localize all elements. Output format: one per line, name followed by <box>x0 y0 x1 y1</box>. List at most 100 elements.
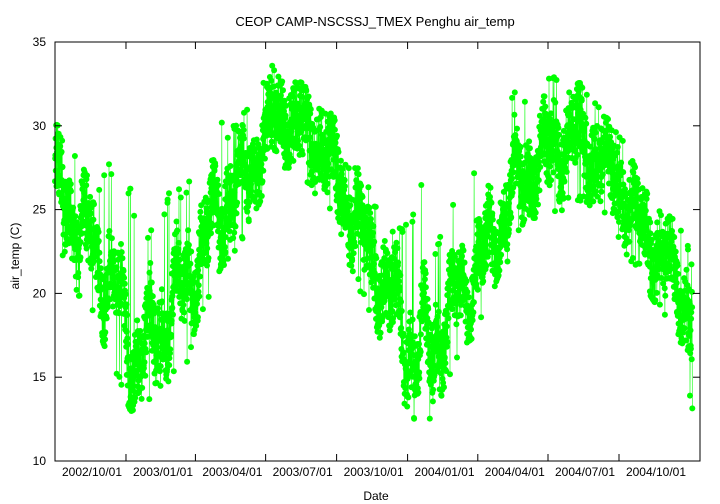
data-point <box>331 126 338 133</box>
data-point <box>102 336 109 343</box>
data-point <box>400 349 407 356</box>
data-point <box>565 194 572 201</box>
data-point <box>630 169 637 176</box>
data-point <box>601 209 608 216</box>
data-point <box>592 129 599 136</box>
data-point <box>164 196 171 203</box>
data-point <box>688 288 695 295</box>
data-point <box>216 219 223 225</box>
data-point <box>161 211 168 218</box>
data-point <box>128 365 135 372</box>
data-point <box>373 255 380 262</box>
data-point <box>398 325 405 331</box>
data-point <box>450 201 457 208</box>
data-point <box>281 97 288 104</box>
data-point <box>541 93 548 100</box>
data-point <box>273 89 279 96</box>
data-point <box>614 144 621 150</box>
y-tick-label: 15 <box>33 370 47 384</box>
data-point <box>187 260 194 267</box>
data-point <box>615 208 622 215</box>
data-point <box>162 337 169 344</box>
data-point <box>253 136 260 143</box>
data-point <box>395 278 402 285</box>
data-point <box>384 250 391 257</box>
data-point <box>290 93 296 100</box>
data-point <box>688 356 695 363</box>
y-tick-label: 35 <box>33 35 47 49</box>
data-point <box>687 327 694 334</box>
data-point <box>104 304 111 311</box>
data-point <box>526 138 533 145</box>
data-point <box>508 175 515 182</box>
data-point <box>121 274 128 281</box>
data-point <box>221 209 228 216</box>
data-point <box>224 195 231 202</box>
x-axis: 2002/10/01 2003/01/01 2003/04/01 2003/07/01… <box>54 42 686 479</box>
data-point <box>258 193 265 199</box>
data-point <box>55 172 62 179</box>
data-point <box>430 386 437 393</box>
data-point <box>398 298 404 305</box>
data-point <box>231 247 238 254</box>
data-point <box>257 198 264 205</box>
data-point <box>149 293 156 300</box>
data-point <box>239 235 246 242</box>
data-point <box>470 309 477 316</box>
data-point <box>106 296 113 303</box>
data-point <box>560 194 567 201</box>
data-point <box>331 117 338 124</box>
data-point <box>416 369 423 376</box>
data-point <box>432 251 439 257</box>
data-point <box>614 214 621 221</box>
data-point <box>134 358 141 365</box>
data-point <box>71 153 78 159</box>
data-point <box>181 255 188 262</box>
data-point <box>396 314 403 321</box>
data-point <box>680 329 686 336</box>
data-point <box>614 149 621 156</box>
data-point <box>432 301 439 308</box>
data-point <box>421 259 428 266</box>
data-point <box>103 315 110 322</box>
data-point <box>188 344 194 351</box>
data-point <box>399 229 406 235</box>
data-point <box>279 78 286 85</box>
data-point <box>129 380 136 386</box>
data-point <box>149 347 156 354</box>
data-point <box>419 318 426 325</box>
data-point <box>491 283 498 290</box>
data-point <box>137 328 144 334</box>
data-point <box>622 186 628 193</box>
data-point <box>567 111 573 118</box>
data-point <box>511 89 518 96</box>
data-point <box>597 198 604 205</box>
data-point <box>95 238 102 244</box>
data-point <box>123 301 130 308</box>
data-point <box>131 212 138 219</box>
data-point <box>277 92 284 99</box>
data-point <box>229 177 236 184</box>
data-point <box>75 270 82 276</box>
data-point <box>468 335 475 342</box>
data-point <box>674 262 681 269</box>
data-point <box>417 331 424 338</box>
data-point <box>73 286 80 293</box>
data-point <box>184 358 191 365</box>
data-point <box>437 370 444 377</box>
data-point <box>252 146 259 152</box>
data-point <box>258 161 265 168</box>
data-point <box>658 275 665 281</box>
data-point <box>551 129 558 136</box>
data-point <box>511 111 518 118</box>
data-point <box>157 363 164 370</box>
data-point <box>402 385 409 392</box>
data-point <box>273 148 280 155</box>
data-point <box>108 235 115 242</box>
data-point <box>344 208 351 215</box>
data-point <box>620 169 627 176</box>
data-point <box>52 167 59 174</box>
data-point <box>170 368 177 375</box>
data-point <box>647 219 654 226</box>
data-point <box>224 134 231 141</box>
